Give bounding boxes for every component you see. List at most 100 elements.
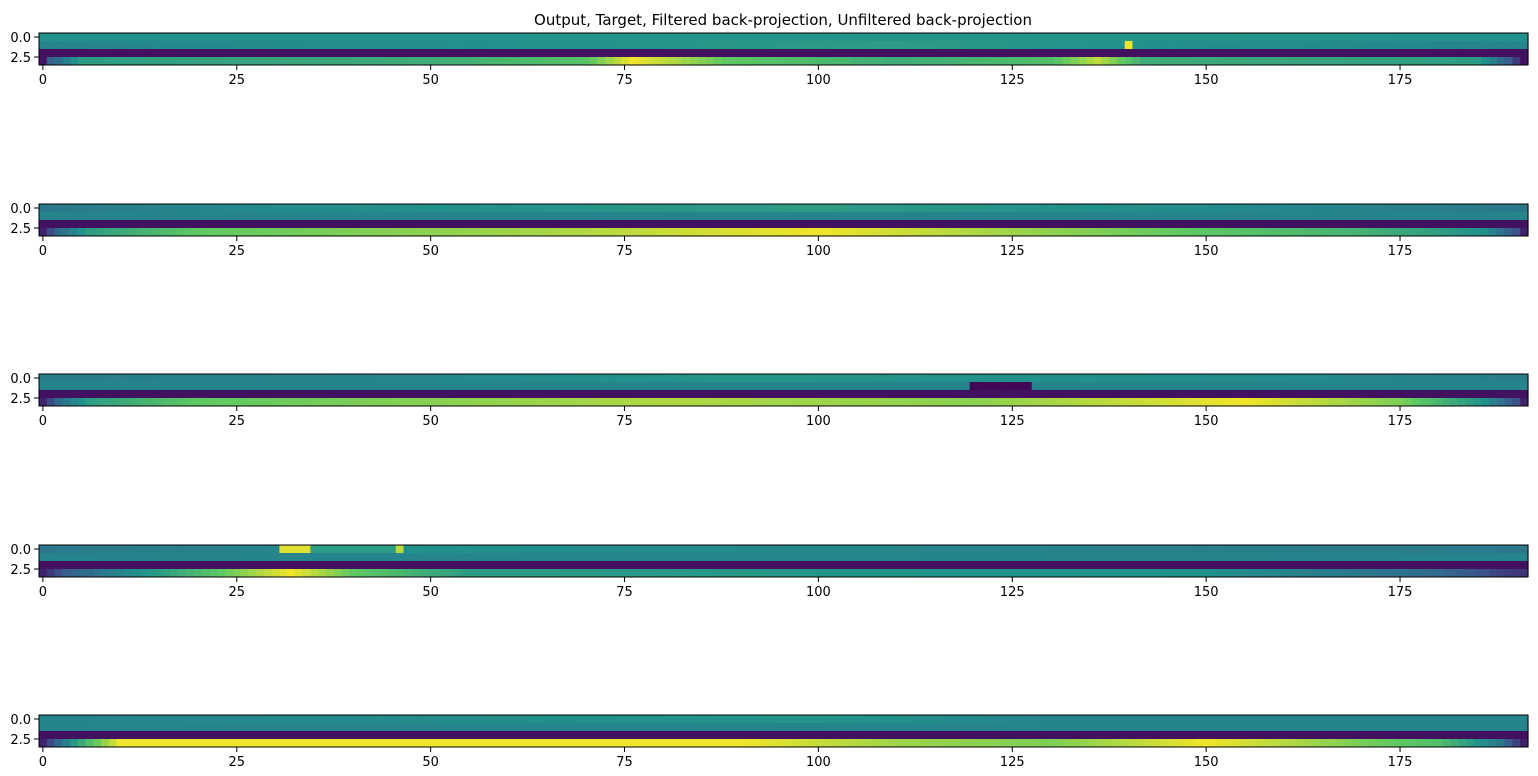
heatmap-cell	[1450, 553, 1459, 562]
heatmap-cell	[101, 382, 110, 391]
heatmap-cell	[837, 382, 847, 391]
heatmap-cell	[1419, 204, 1428, 213]
heatmap-cell	[481, 723, 490, 732]
heatmap-cell	[930, 49, 940, 58]
heatmap-cell	[1434, 561, 1444, 570]
heatmap-cell	[1334, 561, 1343, 570]
heatmap-cell	[1357, 220, 1366, 229]
heatmap-cell	[1039, 398, 1048, 407]
heatmap-cell	[1442, 49, 1452, 58]
heatmap-cell	[504, 715, 513, 724]
heatmap-cell	[783, 212, 792, 221]
heatmap-cell	[651, 33, 661, 42]
heatmap-cell	[1520, 212, 1529, 221]
heatmap-cell	[139, 57, 149, 66]
heatmap-cell	[232, 41, 242, 50]
heatmap-cell	[271, 228, 281, 237]
heatmap-cell	[442, 374, 451, 383]
heatmap-cell	[488, 731, 498, 740]
heatmap-cell	[985, 398, 994, 407]
heatmap-cell	[682, 57, 692, 66]
heatmap-cell	[186, 739, 195, 748]
heatmap-cell	[1194, 398, 1203, 407]
heatmap-cell	[170, 41, 180, 50]
heatmap-cell	[1248, 57, 1258, 66]
heatmap-cell	[1000, 228, 1010, 237]
heatmap-cell	[1101, 739, 1110, 748]
heatmap-cell	[473, 49, 482, 58]
heatmap-cell	[814, 382, 823, 391]
heatmap-cell	[1085, 398, 1095, 407]
heatmap-cell	[1458, 545, 1467, 554]
heatmap-cell	[46, 715, 56, 724]
heatmap-cell	[1248, 382, 1258, 391]
heatmap-cell	[1054, 715, 1064, 724]
heatmap-cell	[907, 41, 916, 50]
heatmap-cell	[294, 33, 304, 42]
heatmap-cell	[217, 374, 226, 383]
heatmap-cell	[721, 204, 730, 213]
heatmap-cell	[892, 41, 901, 50]
heatmap-cell	[1303, 723, 1312, 732]
heatmap-cell	[256, 57, 265, 66]
heatmap-cell	[434, 553, 443, 562]
heatmap-cell	[217, 382, 226, 391]
heatmap-cell	[1070, 715, 1079, 724]
heatmap-cell	[1225, 57, 1234, 66]
heatmap-cell	[302, 715, 312, 724]
heatmap-cell	[155, 398, 164, 407]
heatmap-cell	[1264, 398, 1273, 407]
heatmap-cell	[612, 228, 622, 237]
heatmap-cell	[1186, 715, 1196, 724]
heatmap-cell	[54, 204, 63, 213]
heatmap-cell	[170, 212, 180, 221]
heatmap-cell	[923, 220, 932, 229]
heatmap-cell	[729, 49, 738, 58]
heatmap-cell	[302, 374, 312, 383]
heatmap-cell	[535, 57, 544, 66]
heatmap-cell	[1396, 553, 1405, 562]
heatmap-cell	[1326, 390, 1335, 399]
heatmap-cell	[1504, 374, 1514, 383]
x-tick-label: 125	[1000, 414, 1025, 429]
heatmap-cell	[232, 553, 242, 562]
heatmap-cell	[651, 220, 661, 229]
heatmap-cell	[643, 569, 653, 578]
heatmap-cell	[124, 561, 133, 570]
heatmap-cell	[861, 731, 870, 740]
heatmap-cell	[411, 545, 420, 554]
heatmap-cell	[1109, 569, 1118, 578]
heatmap-cell	[876, 561, 885, 570]
heatmap-cell	[822, 374, 831, 383]
heatmap-cell	[589, 398, 598, 407]
heatmap-cell	[232, 398, 242, 407]
heatmap-cell	[1155, 228, 1165, 237]
heatmap-cell	[1427, 398, 1436, 407]
heatmap-cell	[581, 731, 591, 740]
heatmap-cell	[977, 553, 986, 562]
heatmap-cell	[1256, 723, 1265, 732]
heatmap-cell	[1272, 398, 1281, 407]
heatmap-cell	[77, 374, 87, 383]
heatmap-cell	[302, 739, 312, 748]
heatmap-cell	[457, 33, 467, 42]
heatmap-cell	[1365, 57, 1374, 66]
heatmap-cell	[1054, 398, 1064, 407]
heatmap-cell	[1520, 398, 1529, 407]
heatmap-cell	[1054, 49, 1064, 58]
heatmap-cell	[1396, 204, 1405, 213]
heatmap-cell	[651, 715, 661, 724]
heatmap-cell	[612, 220, 622, 229]
heatmap-cell	[217, 33, 226, 42]
heatmap-cell	[225, 561, 234, 570]
heatmap-cell	[1202, 204, 1211, 213]
heatmap-cell	[465, 49, 474, 58]
heatmap-cell	[1388, 553, 1397, 562]
heatmap-cell	[605, 228, 614, 237]
heatmap-cell	[54, 49, 63, 58]
heatmap-cell	[256, 228, 265, 237]
heatmap-cell	[1295, 561, 1304, 570]
heatmap-cell	[1147, 41, 1157, 50]
heatmap-cell	[643, 57, 653, 66]
heatmap-cell	[736, 57, 746, 66]
